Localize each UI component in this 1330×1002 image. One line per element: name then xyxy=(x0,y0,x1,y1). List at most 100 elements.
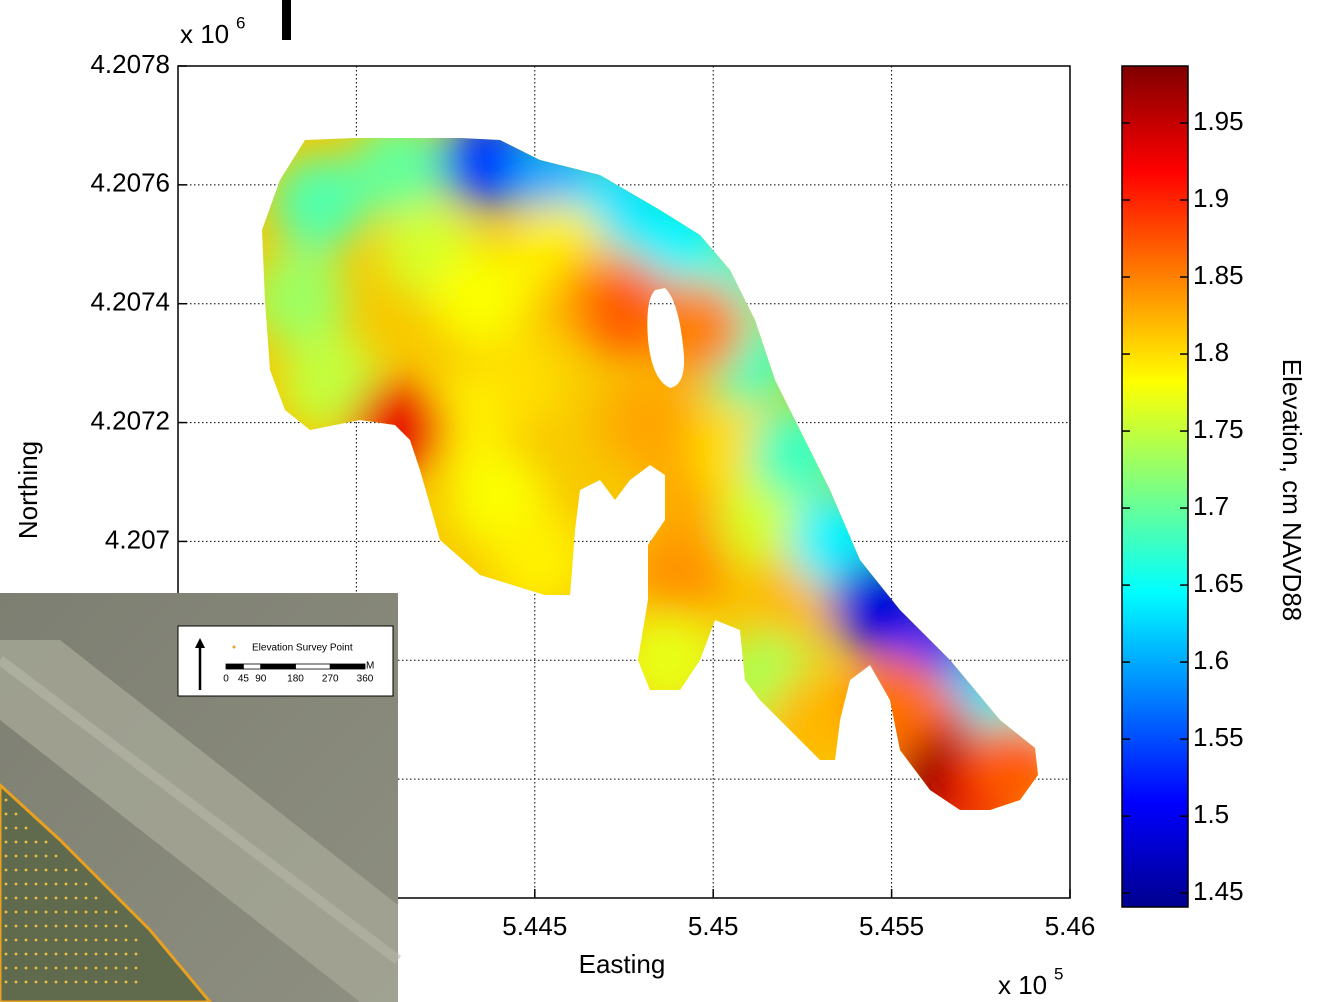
survey-dot xyxy=(125,939,128,942)
survey-dot xyxy=(25,953,28,956)
survey-dot xyxy=(15,911,18,914)
survey-dot xyxy=(65,939,68,942)
survey-dot xyxy=(125,967,128,970)
survey-dot xyxy=(55,911,58,914)
survey-dot xyxy=(35,981,38,984)
survey-dot xyxy=(45,841,48,844)
survey-dot xyxy=(105,967,108,970)
survey-dot xyxy=(25,967,28,970)
survey-dot xyxy=(75,981,78,984)
survey-dot xyxy=(125,925,128,928)
survey-dot xyxy=(25,925,28,928)
scale-segment xyxy=(226,664,243,669)
survey-dot xyxy=(25,841,28,844)
survey-dot xyxy=(15,827,18,830)
survey-dot xyxy=(15,981,18,984)
survey-dot xyxy=(95,953,98,956)
colorbar-tick-label: 1.75 xyxy=(1193,414,1244,444)
survey-dot xyxy=(15,897,18,900)
survey-dot xyxy=(15,883,18,886)
legend-label: Elevation Survey Point xyxy=(252,643,353,654)
survey-dot xyxy=(5,939,8,942)
survey-dot xyxy=(35,883,38,886)
survey-dot xyxy=(85,939,88,942)
survey-dot xyxy=(95,925,98,928)
survey-dot xyxy=(45,981,48,984)
survey-dot xyxy=(125,953,128,956)
inset-legend xyxy=(178,626,393,696)
survey-dot xyxy=(15,925,18,928)
scale-segment xyxy=(243,664,260,669)
survey-dot xyxy=(65,953,68,956)
colorbar-tick-label: 1.8 xyxy=(1193,337,1229,367)
survey-dot xyxy=(135,939,138,942)
survey-dot xyxy=(5,981,8,984)
survey-dot xyxy=(35,953,38,956)
colorbar-tick-label: 1.7 xyxy=(1193,491,1229,521)
survey-dot xyxy=(35,869,38,872)
survey-dot xyxy=(5,827,8,830)
survey-dot xyxy=(115,981,118,984)
survey-dot xyxy=(65,869,68,872)
survey-dot xyxy=(45,953,48,956)
survey-dot xyxy=(55,981,58,984)
survey-dot xyxy=(55,897,58,900)
survey-dot xyxy=(105,981,108,984)
legend-dot xyxy=(233,646,236,649)
scale-segment xyxy=(261,664,296,669)
survey-dot xyxy=(115,967,118,970)
survey-dot xyxy=(75,953,78,956)
survey-dot xyxy=(5,883,8,886)
colorbar-tick-label: 1.65 xyxy=(1193,568,1244,598)
survey-dot xyxy=(105,911,108,914)
x-tick-label: 5.455 xyxy=(859,911,924,941)
survey-dot xyxy=(105,939,108,942)
x-multiplier-exponent: 5 xyxy=(1054,964,1063,983)
colorbar-label: Elevation, cm NAVD88 xyxy=(1277,359,1307,622)
survey-dot xyxy=(115,911,118,914)
survey-dot xyxy=(15,813,18,816)
survey-dot xyxy=(55,855,58,858)
survey-dot xyxy=(25,911,28,914)
survey-dot xyxy=(65,883,68,886)
survey-dot xyxy=(105,925,108,928)
survey-dot xyxy=(115,925,118,928)
survey-dot xyxy=(85,967,88,970)
survey-dot xyxy=(95,967,98,970)
colorbar-tick-label: 1.6 xyxy=(1193,645,1229,675)
survey-dot xyxy=(35,967,38,970)
y-tick-label: 4.2078 xyxy=(90,49,170,79)
y-tick-label: 4.2074 xyxy=(90,287,170,317)
y-multiplier: x 10 xyxy=(180,19,229,49)
survey-dot xyxy=(5,869,8,872)
scale-segment xyxy=(296,664,331,669)
surface-sample xyxy=(431,250,527,346)
survey-dot xyxy=(85,925,88,928)
survey-dot xyxy=(45,897,48,900)
x-tick-label: 5.45 xyxy=(688,911,739,941)
survey-dot xyxy=(25,855,28,858)
survey-dot xyxy=(35,897,38,900)
survey-dot xyxy=(5,897,8,900)
survey-dot xyxy=(45,855,48,858)
scale-unit: M xyxy=(366,661,374,672)
title-fragment xyxy=(282,0,291,40)
survey-dot xyxy=(5,813,8,816)
survey-dot xyxy=(95,897,98,900)
survey-dot xyxy=(135,953,138,956)
survey-dot xyxy=(65,911,68,914)
survey-dot xyxy=(45,939,48,942)
survey-dot xyxy=(5,799,8,802)
x-multiplier: x 10 xyxy=(998,970,1047,1000)
colorbar xyxy=(1122,66,1188,907)
inset-photo: Elevation Survey Point M 04590180270360 xyxy=(0,593,398,1002)
survey-dot xyxy=(45,925,48,928)
scale-label: 45 xyxy=(238,674,250,685)
survey-dot xyxy=(5,967,8,970)
survey-dot xyxy=(85,981,88,984)
survey-dot xyxy=(85,953,88,956)
survey-dot xyxy=(45,911,48,914)
y-tick-label: 4.2076 xyxy=(90,168,170,198)
survey-dot xyxy=(55,939,58,942)
x-tick-label: 5.445 xyxy=(502,911,567,941)
